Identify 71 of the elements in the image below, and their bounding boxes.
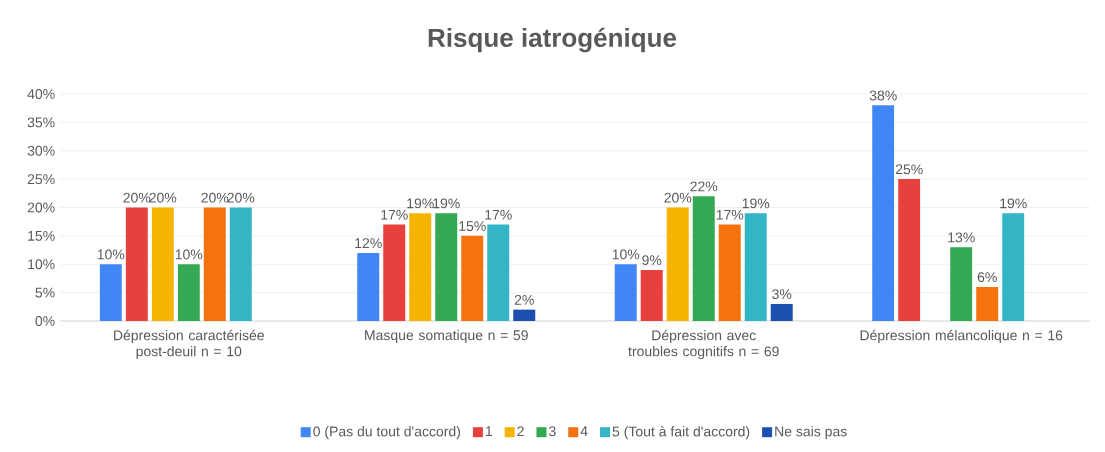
bar (229, 207, 252, 321)
data-label: 22% (690, 181, 718, 192)
y-tick-label: 35% (27, 117, 55, 128)
bar (357, 252, 380, 321)
bar (461, 235, 484, 321)
data-label: 6% (977, 272, 997, 283)
bar (666, 207, 689, 321)
bar (770, 303, 793, 321)
y-tick-label: 30% (27, 145, 55, 156)
x-tick-label: Dépression avec troubles cognitifs n = 69 (628, 329, 779, 360)
bar (435, 213, 458, 321)
bar (1002, 213, 1025, 321)
bar (614, 264, 637, 321)
data-label: 19% (742, 198, 770, 209)
bar (950, 247, 973, 321)
legend-label: 4 (580, 426, 588, 436)
data-label: 3% (772, 289, 792, 300)
legend-label: 2 (517, 426, 524, 437)
legend-label: Ne sais pas (775, 426, 847, 440)
x-tick-label: Masque somatique n = 59 (365, 329, 528, 343)
bar (898, 179, 921, 321)
data-label: 20% (227, 192, 255, 203)
bar (203, 207, 226, 321)
bar (99, 264, 122, 321)
data-label: 20% (123, 192, 151, 203)
bar (125, 207, 148, 321)
y-tick-label: 15% (28, 230, 55, 241)
y-tick-label: 40% (27, 89, 55, 99)
data-label: 12% (355, 238, 382, 249)
bar (383, 224, 406, 321)
data-label: 19% (1000, 198, 1027, 209)
legend-label: 1 (485, 426, 493, 436)
data-label: 10% (97, 249, 125, 260)
bar (692, 196, 715, 321)
bar (872, 105, 895, 321)
data-label: 38% (869, 90, 897, 101)
data-label: 20% (201, 192, 229, 203)
y-tick-label: 0% (35, 316, 55, 326)
data-label: 19% (407, 198, 434, 209)
data-label: 17% (485, 209, 512, 220)
y-tick-label: 10% (28, 259, 55, 270)
legend-label: 0 (Pas du tout d'accord) (313, 426, 461, 440)
data-label: 15% (459, 221, 486, 232)
legend-label: 5 (Tout à fait d'accord) (612, 426, 750, 440)
y-tick-label: 20% (27, 202, 55, 213)
bar (718, 224, 741, 321)
data-label: 19% (433, 198, 460, 209)
data-label: 10% (612, 249, 640, 260)
data-label: 25% (895, 164, 923, 175)
x-tick-label: Dépression mélancolique n = 16 (860, 329, 1063, 344)
legend-label: 3 (549, 426, 556, 437)
data-label: 13% (948, 232, 975, 243)
y-tick-label: 25% (27, 174, 55, 185)
y-tick-label: 5% (35, 287, 55, 298)
data-label: 9% (642, 255, 662, 266)
x-tick-label: Dépression caractérisée post-deuil n = 10 (114, 329, 264, 360)
bar (640, 269, 663, 321)
bar (409, 213, 432, 321)
data-label: 2% (514, 294, 534, 305)
chart-title: Risque iatrogénique (428, 27, 677, 53)
data-label: 17% (716, 209, 744, 220)
data-label: 20% (149, 192, 177, 203)
bar (976, 286, 999, 321)
bar (513, 309, 536, 321)
data-label: 10% (175, 249, 203, 260)
bar (151, 207, 174, 321)
data-label: 17% (381, 209, 408, 220)
bar (744, 213, 767, 321)
bar (487, 224, 510, 321)
bar (177, 264, 200, 321)
data-label: 20% (664, 192, 692, 203)
